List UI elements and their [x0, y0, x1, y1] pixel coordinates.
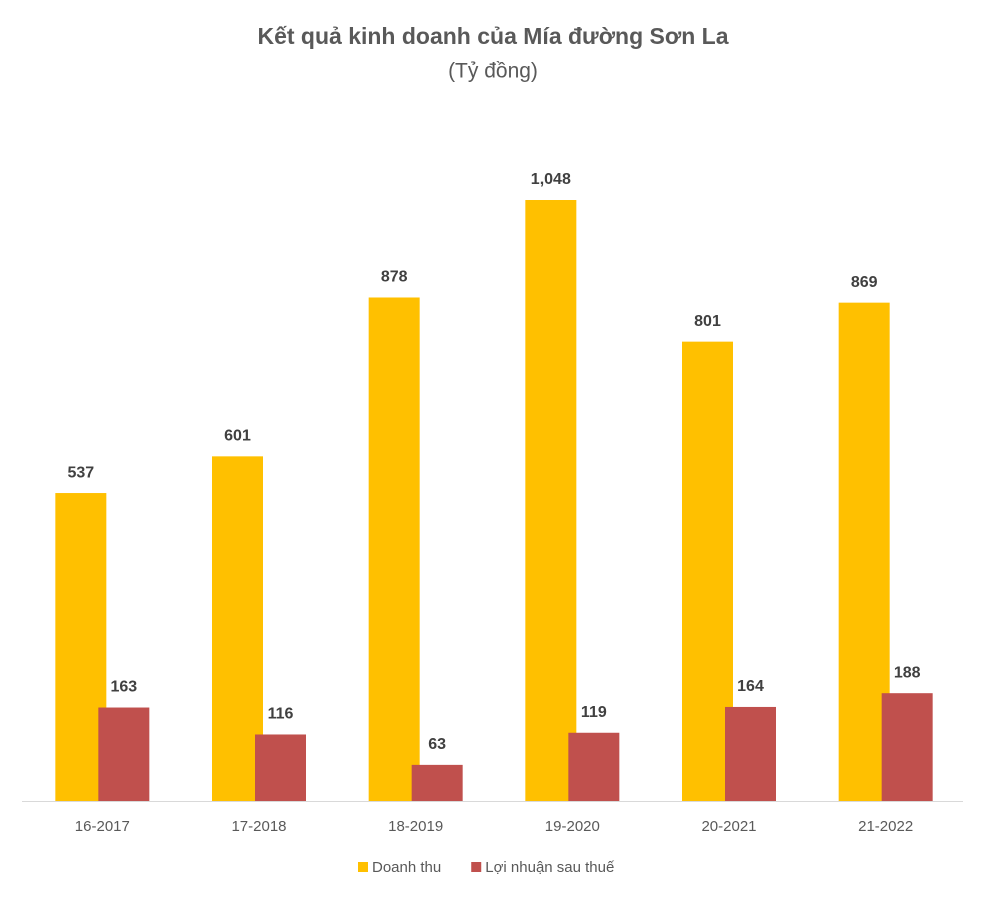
x-tick-label: 19-2020 [545, 818, 600, 835]
chart-subtitle: (Tỷ đồng) [448, 60, 538, 83]
x-tick-label: 18-2019 [388, 818, 443, 835]
x-tick-label: 20-2021 [701, 818, 756, 835]
legend-label: Lợi nhuận sau thuế [485, 859, 615, 876]
bar [525, 200, 577, 801]
data-label: 188 [894, 664, 921, 681]
bar [682, 341, 733, 801]
data-label: 801 [694, 313, 721, 330]
bar [881, 693, 933, 801]
data-label: 63 [428, 736, 446, 753]
data-label: 164 [737, 678, 764, 695]
x-tick-label: 16-2017 [75, 818, 130, 835]
x-tick-label: 17-2018 [231, 818, 286, 835]
data-label: 537 [67, 464, 94, 481]
bar [55, 493, 107, 801]
legend-swatch [358, 862, 368, 872]
x-tick-label: 21-2022 [858, 818, 913, 835]
bar [368, 297, 420, 801]
data-label: 119 [581, 704, 607, 721]
bar [98, 707, 150, 801]
data-label: 163 [110, 679, 137, 696]
legend-label: Doanh thu [372, 859, 441, 876]
bar [568, 732, 620, 801]
bar [212, 456, 263, 801]
data-label: 601 [224, 428, 251, 445]
data-label: 869 [851, 274, 878, 291]
bar [411, 764, 463, 801]
data-label: 1,048 [531, 171, 571, 188]
data-label: 878 [381, 269, 408, 286]
legend-swatch [471, 862, 482, 872]
bar [255, 734, 306, 801]
data-label: 116 [268, 706, 294, 723]
bar [838, 302, 890, 801]
chart-title: Kết quả kinh doanh của Mía đường Sơn La [257, 23, 728, 49]
bar [725, 706, 776, 801]
